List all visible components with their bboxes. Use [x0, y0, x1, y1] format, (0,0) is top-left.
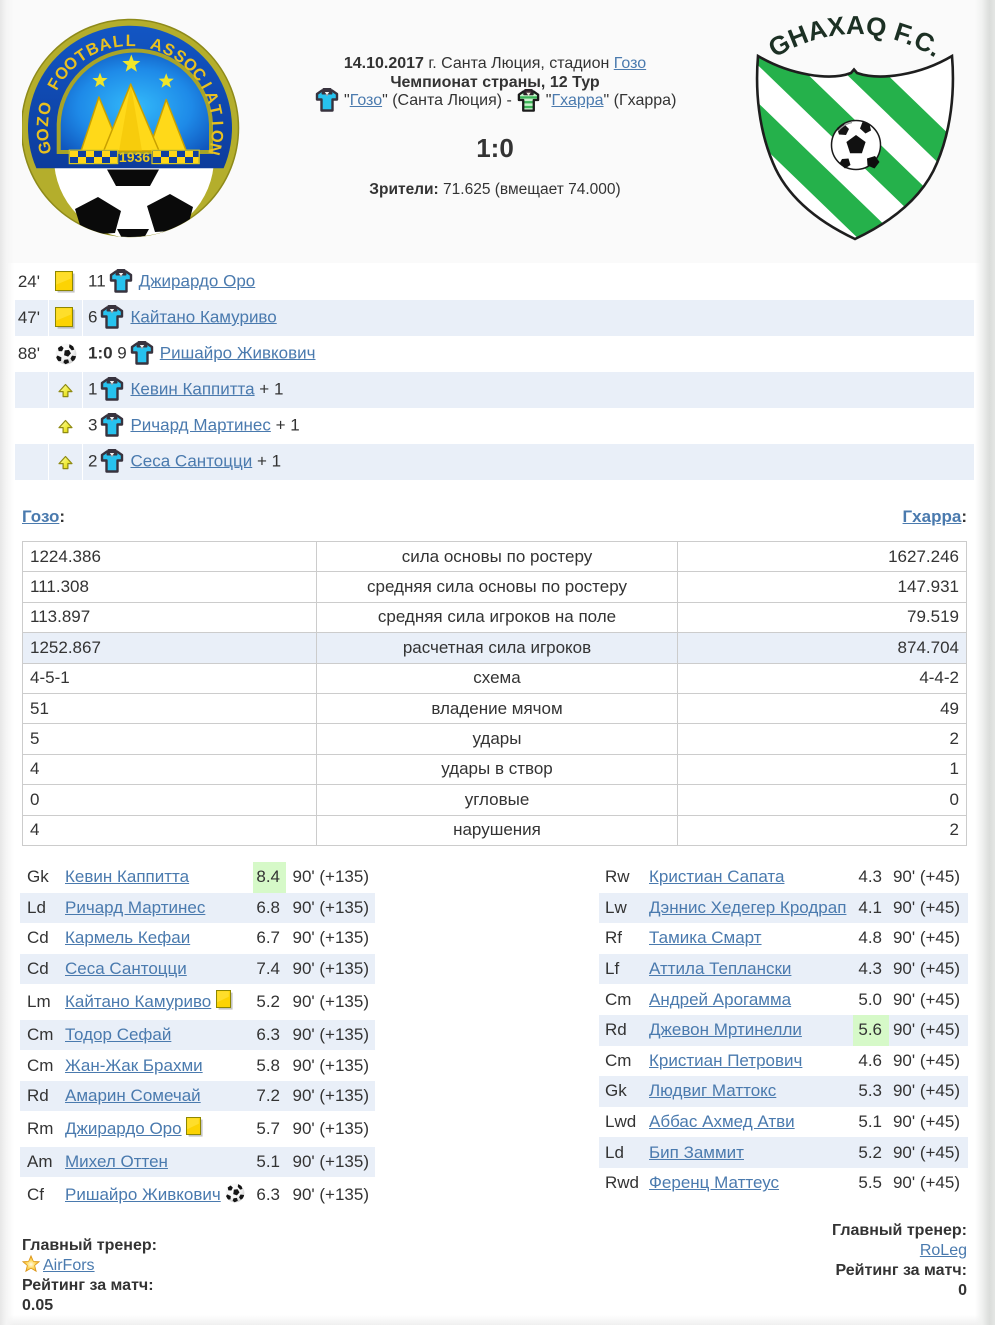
svg-text:A: A [97, 34, 114, 55]
svg-text:A: A [148, 35, 165, 56]
svg-text:O: O [35, 100, 55, 117]
svg-text:N: N [204, 141, 224, 157]
svg-text:O: O [207, 129, 226, 144]
svg-text:O: O [34, 127, 53, 141]
svg-text:T: T [205, 103, 225, 117]
svg-text:L: L [111, 32, 124, 51]
svg-text:G: G [35, 139, 55, 156]
svg-text:Z: Z [34, 116, 53, 127]
svg-text:I: I [208, 120, 226, 126]
svg-text:1936: 1936 [119, 149, 150, 165]
svg-text:L: L [126, 32, 136, 50]
